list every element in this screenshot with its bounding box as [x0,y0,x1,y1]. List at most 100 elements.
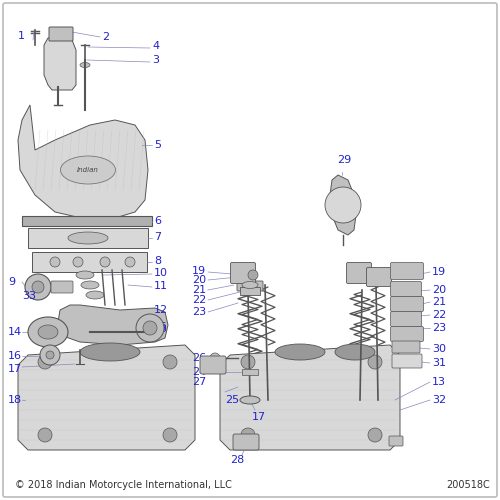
Text: 23: 23 [192,307,206,317]
Circle shape [163,355,177,369]
FancyBboxPatch shape [233,434,259,450]
Polygon shape [18,105,148,220]
Text: 20: 20 [192,275,206,285]
Text: 22: 22 [192,295,206,305]
Circle shape [32,281,44,293]
FancyBboxPatch shape [22,216,152,226]
Circle shape [46,351,54,359]
FancyBboxPatch shape [389,436,403,446]
Text: 19: 19 [192,266,206,276]
Text: 7: 7 [154,232,161,242]
FancyBboxPatch shape [346,262,372,283]
Circle shape [325,187,361,223]
Circle shape [163,428,177,442]
Text: 17: 17 [252,412,266,422]
Text: 27: 27 [192,377,206,387]
Text: 18: 18 [8,395,22,405]
Text: 13: 13 [432,377,446,387]
FancyBboxPatch shape [390,296,424,312]
Circle shape [100,257,110,267]
Polygon shape [44,35,76,90]
Ellipse shape [81,281,99,289]
FancyBboxPatch shape [392,341,420,353]
Circle shape [50,257,60,267]
FancyBboxPatch shape [390,326,424,342]
Text: Indian: Indian [77,167,99,173]
Ellipse shape [38,325,58,339]
Text: 31: 31 [432,358,446,368]
Text: 19: 19 [432,267,446,277]
Text: 13: 13 [154,324,168,334]
Ellipse shape [242,282,258,288]
Polygon shape [330,175,356,235]
Text: 26: 26 [192,353,206,363]
Text: 200518C: 200518C [446,480,490,490]
FancyBboxPatch shape [390,262,424,280]
Text: 25: 25 [225,395,239,405]
Text: 29: 29 [337,155,351,165]
Polygon shape [220,345,400,450]
Ellipse shape [76,271,94,279]
Text: 14: 14 [8,327,22,337]
Text: 1: 1 [18,31,25,41]
Text: 23: 23 [432,323,446,333]
Text: 11: 11 [154,281,168,291]
Circle shape [143,321,157,335]
Circle shape [210,353,220,363]
Circle shape [25,274,51,300]
Text: 16: 16 [8,351,22,361]
Text: 6: 6 [154,216,161,226]
Circle shape [40,345,60,365]
FancyBboxPatch shape [366,268,392,286]
Ellipse shape [80,343,140,361]
FancyBboxPatch shape [390,282,422,296]
Text: 3: 3 [152,55,159,65]
FancyBboxPatch shape [200,356,226,374]
Circle shape [38,428,52,442]
Text: 4: 4 [152,41,159,51]
Ellipse shape [68,232,108,244]
Circle shape [73,257,83,267]
Text: 21: 21 [192,285,206,295]
Text: © 2018 Indian Motorcycle International, LLC: © 2018 Indian Motorcycle International, … [15,480,232,490]
Polygon shape [58,305,168,345]
Text: 32: 32 [432,395,446,405]
Text: 21: 21 [432,297,446,307]
FancyBboxPatch shape [51,281,73,293]
Circle shape [241,428,255,442]
FancyBboxPatch shape [242,369,258,375]
Ellipse shape [86,291,104,299]
FancyBboxPatch shape [28,228,148,248]
Text: 28: 28 [230,455,244,465]
Ellipse shape [60,156,116,184]
Ellipse shape [28,317,68,347]
Text: 2: 2 [102,32,109,42]
Text: 33: 33 [22,291,36,301]
FancyBboxPatch shape [390,312,422,326]
Text: 12: 12 [154,305,168,315]
Polygon shape [18,345,195,450]
FancyBboxPatch shape [32,252,147,272]
Ellipse shape [275,344,325,360]
FancyBboxPatch shape [240,287,260,295]
Circle shape [38,355,52,369]
FancyBboxPatch shape [49,27,73,41]
Circle shape [368,355,382,369]
Ellipse shape [335,344,375,360]
Circle shape [241,355,255,369]
Circle shape [368,428,382,442]
Text: 9: 9 [8,277,15,287]
FancyBboxPatch shape [392,354,422,368]
Text: 30: 30 [432,344,446,354]
Text: 24: 24 [192,367,206,377]
Text: 15: 15 [154,322,168,332]
Ellipse shape [240,396,260,404]
FancyBboxPatch shape [230,262,256,283]
Text: 22: 22 [432,310,446,320]
Circle shape [125,257,135,267]
Text: 20: 20 [432,285,446,295]
Text: 8: 8 [154,256,161,266]
Text: 17: 17 [8,364,22,374]
Text: 10: 10 [154,268,168,278]
Text: 5: 5 [154,140,161,150]
